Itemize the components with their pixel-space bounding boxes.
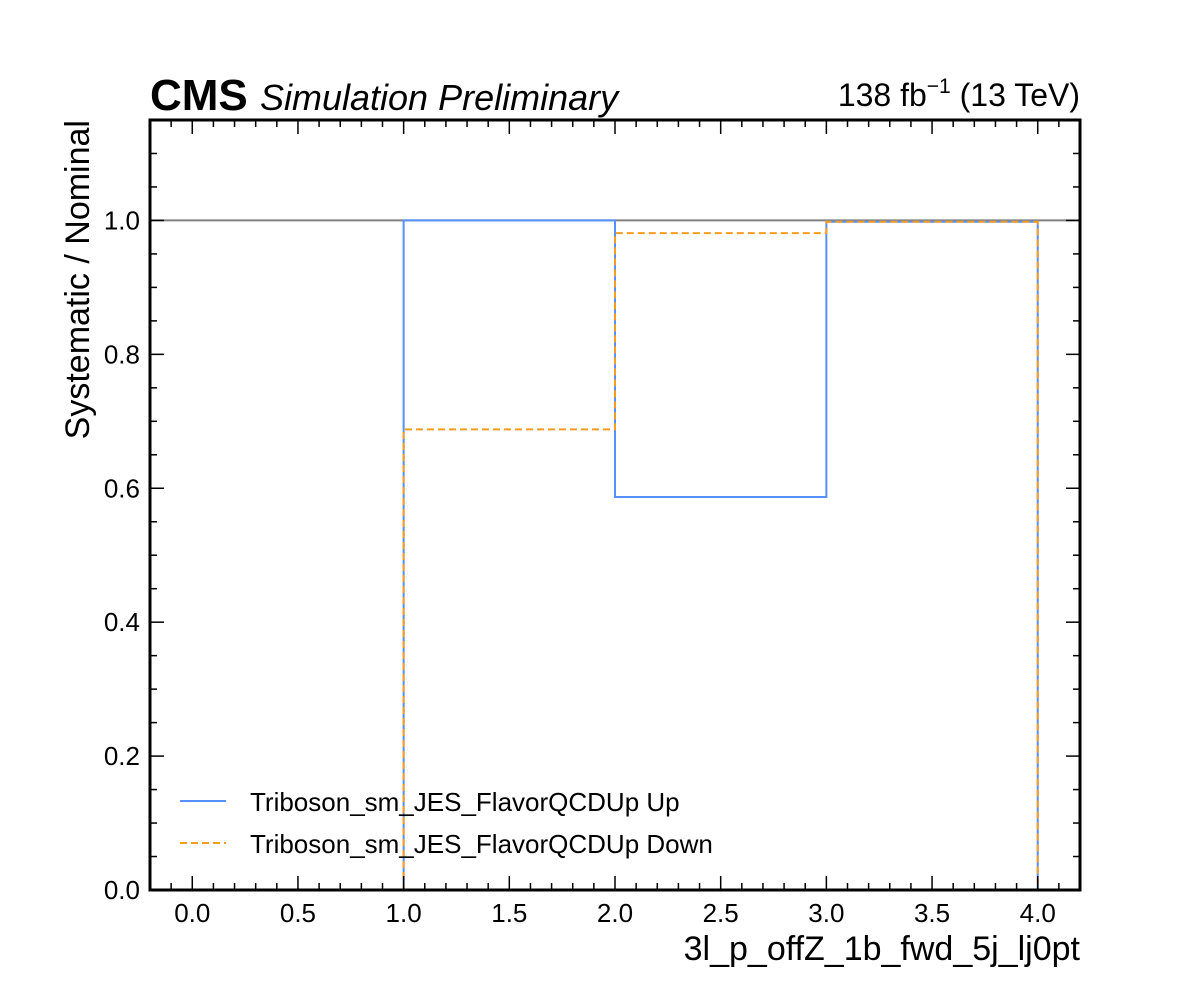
x-tick-label: 0.0 xyxy=(174,898,210,928)
y-tick-label: 0.6 xyxy=(104,473,140,503)
legend: Triboson_sm_JES_FlavorQCDUp Up Triboson_… xyxy=(180,787,713,859)
x-tick-label: 0.5 xyxy=(280,898,316,928)
lumi-label: 138 fb−1 (13 TeV) xyxy=(838,75,1080,113)
x-tick-label: 3.0 xyxy=(808,898,844,928)
lumi-energy: (13 TeV) xyxy=(951,77,1080,113)
lumi-value: 138 fb xyxy=(838,77,927,113)
y-tick-label: 0.8 xyxy=(104,339,140,369)
y-tick-label: 0.2 xyxy=(104,741,140,771)
legend-label-down: Triboson_sm_JES_FlavorQCDUp Down xyxy=(250,829,713,859)
x-axis-label: 3l_p_offZ_1b_fwd_5j_lj0pt xyxy=(684,930,1081,968)
x-tick-label: 1.5 xyxy=(491,898,527,928)
y-axis-label: Systematic / Nominal xyxy=(59,120,97,439)
y-tick-label: 0.0 xyxy=(104,875,140,905)
simulation-preliminary-label: Simulation Preliminary xyxy=(260,77,620,118)
legend-label-up: Triboson_sm_JES_FlavorQCDUp Up xyxy=(250,787,680,817)
x-tick-label: 3.5 xyxy=(914,898,950,928)
x-tick-label: 4.0 xyxy=(1020,898,1056,928)
lumi-exponent: −1 xyxy=(927,75,951,98)
series-down-step xyxy=(402,220,1039,890)
plot-frame xyxy=(148,118,1082,892)
x-tick-label: 1.0 xyxy=(386,898,422,928)
cms-label: CMS xyxy=(150,71,248,120)
x-tick-label: 2.0 xyxy=(597,898,633,928)
y-tick-label: 0.4 xyxy=(104,607,140,637)
plot-area: 0.0 0.5 1.0 1.5 2.0 2.5 3.0 3.5 4.0 0.0 0.2 0.4 0.6 0… xyxy=(104,118,1082,928)
y-tick-label: 1.0 xyxy=(104,205,140,235)
x-tick-label: 2.5 xyxy=(703,898,739,928)
